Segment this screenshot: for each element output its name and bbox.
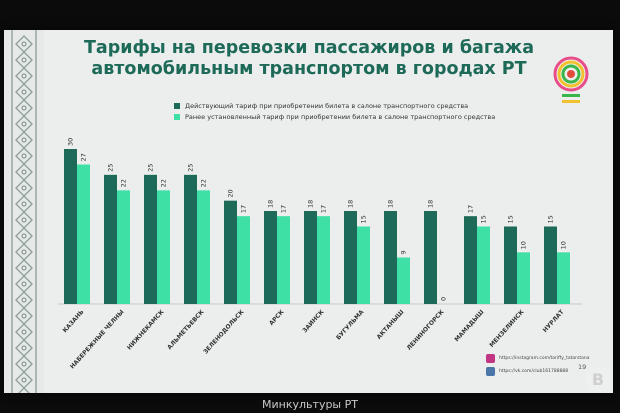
data-label: 0: [440, 297, 448, 301]
tatar-ornament-border: [4, 30, 44, 393]
page-number: 19: [578, 363, 587, 371]
category-label: МАМАДЫШ: [453, 309, 485, 344]
bar-previous: [317, 216, 330, 304]
data-label: 15: [480, 215, 488, 223]
vk-link[interactable]: https://vk.com/club161788888: [499, 369, 569, 374]
data-label: 22: [160, 179, 168, 187]
bar-previous: [277, 216, 290, 304]
category-label: БУГУЛЬМА: [335, 308, 366, 341]
legend-item-previous: Ранее установленный тариф при приобретен…: [174, 111, 495, 122]
bar-previous: [197, 190, 210, 304]
data-label: 18: [267, 200, 275, 208]
category-label: МЕНЗЕЛИНСК: [488, 309, 525, 349]
bar-current: [104, 174, 117, 304]
category-label: АЛЬМЕТЬЕВСК: [166, 309, 205, 352]
bar-current: [144, 174, 157, 304]
data-label: 17: [280, 205, 288, 213]
bar-current: [384, 211, 397, 304]
data-label: 17: [240, 205, 248, 213]
bar-current: [464, 216, 477, 304]
bar-previous: [117, 190, 130, 304]
category-label: НУРЛАТ: [542, 308, 566, 334]
bar-current: [304, 211, 317, 304]
data-label: 18: [387, 200, 395, 208]
instagram-link[interactable]: https://instagram.com/tariffy_tatarstana: [499, 356, 590, 361]
chart-title: Тарифы на перевозки пассажиров и багажа …: [83, 38, 535, 79]
data-label: 17: [467, 205, 475, 213]
bar-previous: [237, 216, 250, 304]
data-label: 18: [307, 200, 315, 208]
bar-current: [424, 211, 437, 304]
data-label: 22: [120, 179, 128, 187]
data-label: 30: [67, 138, 75, 146]
data-label: 20: [227, 189, 235, 197]
category-label: ЗАИНСК: [301, 309, 325, 335]
bar-previous: [357, 226, 370, 304]
data-label: 18: [347, 200, 355, 208]
bar-current: [344, 211, 357, 304]
legend-swatch-current: [174, 102, 180, 109]
data-label: 15: [507, 215, 515, 223]
category-label: ЗЕЛЕНОДОЛЬСК: [202, 309, 245, 356]
source-caption: Минкультуры РТ: [262, 398, 358, 411]
bar-current: [504, 226, 517, 304]
bar-previous: [157, 190, 170, 304]
festival-logo-icon: [553, 56, 589, 103]
watermark-logo: В: [586, 368, 610, 392]
chart-legend: Действующий тариф при приобретении билет…: [174, 100, 495, 122]
data-label: 27: [80, 153, 88, 161]
presentation-slide: Тарифы на перевозки пассажиров и багажа …: [4, 30, 613, 393]
legend-swatch-previous: [174, 113, 180, 120]
legend-label-previous: Ранее установленный тариф при приобретен…: [185, 112, 496, 121]
data-label: 17: [320, 205, 328, 213]
legend-label-current: Действующий тариф при приобретении билет…: [185, 101, 469, 110]
bar-previous: [77, 164, 90, 304]
data-label: 25: [107, 164, 115, 172]
bar-current: [224, 200, 237, 304]
bar-previous: [397, 257, 410, 304]
data-label: 10: [560, 241, 568, 249]
data-label: 22: [200, 179, 208, 187]
social-links: https://instagram.com/tariffy_tatarstana…: [486, 352, 590, 378]
category-label: АКТАНЫШ: [376, 309, 406, 341]
vk-icon: [486, 367, 495, 376]
legend-item-current: Действующий тариф при приобретении билет…: [174, 100, 495, 111]
bar-previous: [557, 252, 570, 304]
bar-current: [184, 174, 197, 304]
instagram-icon: [486, 354, 495, 363]
data-label: 15: [547, 215, 555, 223]
bar-current: [64, 149, 77, 304]
bar-previous: [477, 226, 490, 304]
category-label: ЛЕНИНОГОРСК: [406, 309, 446, 352]
data-label: 15: [360, 215, 368, 223]
data-label: 18: [427, 200, 435, 208]
category-label: КАЗАНЬ: [62, 308, 86, 334]
data-label: 9: [400, 250, 408, 254]
vk-link-row: https://vk.com/club161788888: [486, 365, 590, 378]
category-label: АРСК: [268, 309, 286, 327]
bar-previous: [517, 252, 530, 304]
data-label: 10: [520, 241, 528, 249]
bar-current: [544, 226, 557, 304]
bar-current: [264, 211, 277, 304]
instagram-link-row: https://instagram.com/tariffy_tatarstana: [486, 352, 590, 365]
data-label: 25: [187, 164, 195, 172]
data-label: 25: [147, 164, 155, 172]
category-label: НИЖНЕКАМСК: [126, 309, 166, 352]
